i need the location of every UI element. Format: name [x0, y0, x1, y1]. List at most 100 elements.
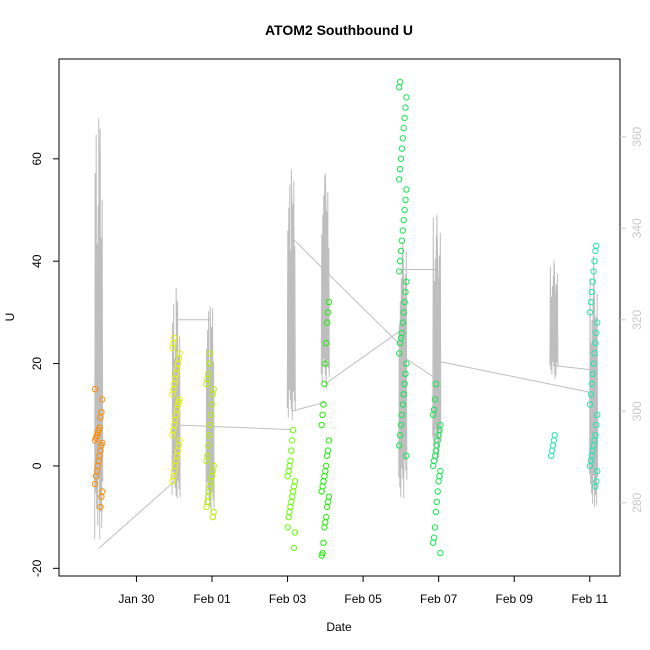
data-point: [402, 196, 409, 204]
data-point: [432, 508, 440, 516]
data-point: [92, 473, 100, 480]
data-point: [586, 401, 594, 408]
data-point: [324, 447, 332, 454]
data-point: [401, 114, 408, 122]
data-point: [592, 339, 599, 347]
x-axis-label: Date: [326, 620, 352, 634]
data-point: [284, 473, 291, 480]
data-point: [291, 478, 299, 485]
data-point: [209, 513, 217, 521]
data-point: [206, 432, 213, 439]
data-point: [591, 350, 598, 357]
data-point: [587, 298, 595, 306]
trace-spike: [320, 173, 330, 389]
data-point: [436, 473, 443, 480]
plot-frame: [58, 58, 621, 577]
data-point: [396, 176, 403, 183]
x-tick-label: Feb 09: [496, 592, 534, 606]
trace-spike: [94, 118, 104, 540]
data-point: [203, 380, 210, 388]
data-point: [400, 309, 407, 316]
y-tick-label: 0: [30, 462, 44, 469]
data-point: [97, 503, 104, 511]
data-point: [398, 237, 406, 244]
data-point: [402, 104, 409, 111]
data-point: [397, 247, 405, 255]
data-point: [397, 421, 405, 429]
data-point: [396, 268, 403, 275]
data-point: [91, 437, 99, 444]
data-point: [433, 498, 440, 505]
trace-spike: [171, 287, 181, 499]
data-point: [591, 258, 598, 265]
data-point: [594, 467, 601, 475]
data-point: [396, 165, 404, 173]
x-tick-label: Feb 01: [193, 592, 231, 606]
data-point: [586, 462, 594, 470]
data-point: [289, 488, 297, 495]
data-point: [586, 309, 594, 316]
data-point: [437, 549, 444, 557]
trace-spike: [398, 241, 408, 499]
data-point: [403, 452, 410, 459]
x-tick-label: Feb 11: [572, 592, 609, 606]
data-point: [325, 493, 333, 500]
data-point: [399, 401, 406, 408]
data-point: [402, 288, 409, 296]
y2-tick-label: 320: [630, 309, 644, 329]
data-point: [431, 396, 439, 403]
data-point: [318, 552, 325, 559]
data-point: [323, 339, 330, 347]
data-point: [325, 298, 333, 306]
data-point: [210, 508, 217, 516]
data-point: [549, 442, 557, 449]
data-point: [208, 401, 216, 408]
data-point: [285, 513, 292, 521]
data-point: [287, 457, 294, 464]
data-point: [403, 186, 410, 193]
data-point: [169, 478, 176, 485]
trace-connector: [436, 360, 594, 394]
trace-connector: [290, 237, 404, 348]
data-point: [396, 432, 404, 439]
data-point: [289, 437, 296, 444]
y2-tick-label: 340: [630, 218, 644, 238]
y-tick-label: -20: [30, 559, 44, 577]
data-point: [435, 478, 442, 485]
data-point: [323, 503, 331, 511]
y-axis-left: -20 0 20 40 60: [30, 152, 59, 577]
data-point: [322, 519, 329, 526]
data-point: [288, 498, 295, 505]
y2-tick-label: 300: [630, 401, 644, 421]
data-point: [402, 370, 409, 377]
data-point: [396, 258, 404, 265]
data-point: [398, 145, 406, 152]
data-point: [320, 478, 327, 485]
data-point: [323, 462, 330, 470]
data-point: [204, 498, 211, 505]
data-point: [91, 480, 99, 488]
data-point: [434, 488, 441, 495]
data-point: [400, 124, 407, 132]
data-point: [548, 452, 555, 459]
data-point: [320, 401, 327, 408]
data-point: [318, 421, 325, 429]
y-tick-label: 60: [30, 152, 44, 166]
data-point: [322, 360, 329, 367]
data-point: [324, 498, 332, 505]
data-point: [399, 319, 406, 326]
y2-tick-label: 280: [630, 492, 644, 512]
data-point: [290, 483, 298, 490]
data-point: [319, 483, 326, 490]
data-point: [430, 462, 437, 470]
data-point: [290, 544, 298, 551]
data-point: [403, 278, 410, 285]
data-point: [593, 421, 600, 429]
data-point: [98, 493, 105, 500]
data-point: [399, 135, 406, 142]
trace-spike: [205, 306, 215, 512]
data-point: [318, 488, 325, 495]
data-point: [323, 319, 331, 326]
trace-connector: [325, 328, 404, 385]
